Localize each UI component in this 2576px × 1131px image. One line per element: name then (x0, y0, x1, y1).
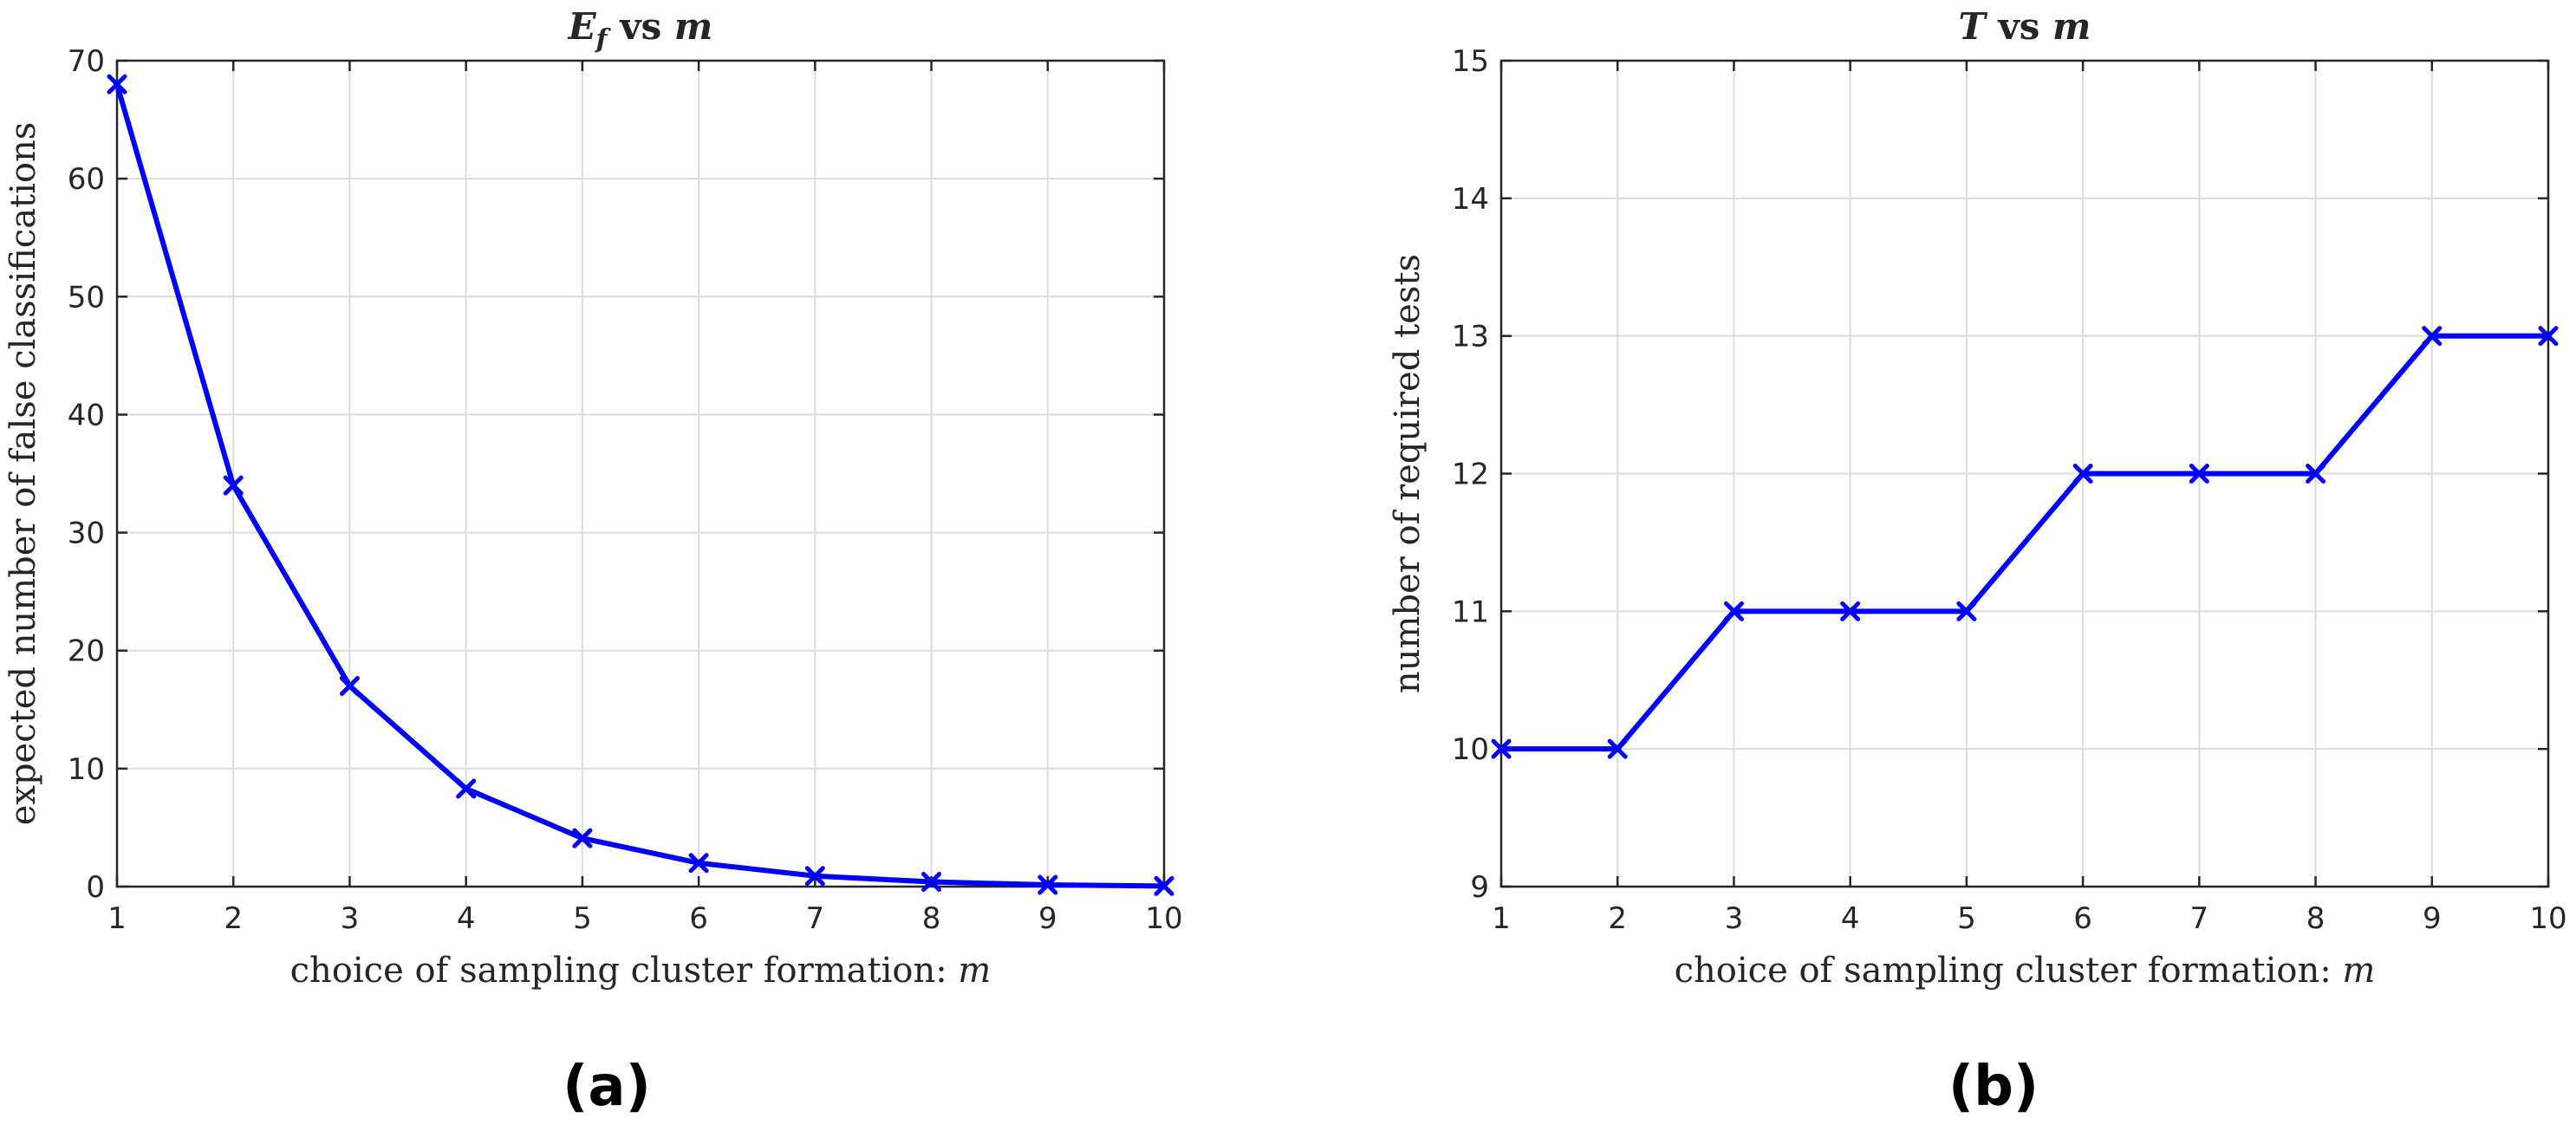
data-point-marker (572, 828, 593, 848)
x-tick-label: 10 (2529, 901, 2566, 936)
data-point-marker (2422, 326, 2443, 347)
marker-stroke (804, 866, 825, 887)
data-point-marker (1840, 601, 1861, 621)
panel-label: (a) (563, 1055, 651, 1119)
marker-stroke (2306, 464, 2326, 484)
x-axis-label-variable: m (2342, 951, 2375, 991)
y-tick-label: 50 (68, 280, 105, 315)
x-tick-label: 5 (573, 901, 592, 936)
x-tick-label: 7 (806, 901, 825, 936)
x-tick-label: 9 (1038, 901, 1057, 936)
marker-stroke (1491, 738, 1512, 759)
marker-stroke (572, 828, 593, 848)
marker-stroke (1607, 738, 1628, 759)
data-point-marker (804, 866, 825, 887)
y-tick-label: 11 (1452, 595, 1489, 629)
data-point-marker (456, 778, 477, 799)
y-tick-label: 10 (68, 752, 105, 787)
axes-box (115, 59, 1166, 888)
data-point-marker (339, 676, 360, 697)
title-text: vs (608, 5, 674, 48)
series-line (114, 83, 1165, 889)
title-variable: E (568, 5, 597, 48)
y-axis-label: number of required tests (1388, 254, 1428, 693)
x-tick-label: 3 (1725, 901, 1744, 936)
data-point-marker (1607, 738, 1628, 759)
y-tick-label: 20 (68, 634, 105, 669)
x-tick-label: 6 (2073, 901, 2092, 936)
data-point-marker (1956, 601, 1977, 621)
data-point-marker (2072, 464, 2093, 484)
data-point-marker (107, 74, 127, 94)
x-axis-label: choice of sampling cluster formation: m (1675, 951, 2376, 991)
marker-stroke (2189, 464, 2209, 484)
series-line (1501, 333, 2548, 752)
marker-stroke (2422, 326, 2443, 347)
data-point-marker (223, 475, 244, 496)
x-tick-label: 4 (1841, 901, 1860, 936)
marker-stroke (1956, 601, 1977, 621)
y-tick-label: 10 (1452, 732, 1489, 767)
marker-stroke (2072, 464, 2093, 484)
title-variable: T (1958, 5, 1987, 48)
x-tick-label: 5 (1957, 901, 1976, 936)
data-point-marker (1491, 738, 1512, 759)
title-variable: m (674, 5, 712, 48)
marker-stroke (1840, 601, 1861, 621)
marker-stroke (921, 872, 942, 893)
x-axis-label-variable: m (958, 951, 991, 991)
y-tick-label: 40 (68, 398, 105, 432)
x-tick-label: 2 (224, 901, 243, 936)
y-tick-label: 9 (1470, 870, 1489, 905)
y-tick-label: 12 (1452, 458, 1489, 492)
data-point-marker (688, 853, 709, 874)
chart-title: T vs m (1958, 5, 2091, 48)
x-tick-label: 8 (2306, 901, 2326, 936)
marker-stroke (1154, 875, 1174, 896)
marker-stroke (107, 74, 127, 94)
marker-stroke (223, 475, 244, 496)
x-tick-label: 8 (922, 901, 941, 936)
x-tick-label: 10 (1145, 901, 1182, 936)
x-tick-label: 4 (457, 901, 476, 936)
y-tick-label: 14 (1452, 182, 1489, 217)
data-point-marker (921, 872, 942, 893)
y-tick-label: 0 (86, 870, 105, 905)
x-axis-label: choice of sampling cluster formation: m (290, 951, 992, 991)
marker-stroke (688, 853, 709, 874)
marker-stroke (339, 676, 360, 697)
data-point-marker (1038, 874, 1058, 895)
x-tick-label: 7 (2190, 901, 2209, 936)
panel-label: (b) (1948, 1055, 2039, 1119)
y-tick-label: 70 (68, 44, 105, 79)
title-variable: m (2052, 5, 2091, 48)
x-tick-label: 1 (107, 901, 127, 936)
data-point-marker (2189, 464, 2209, 484)
x-tick-label: 9 (2423, 901, 2442, 936)
y-tick-label: 13 (1452, 320, 1489, 354)
marker-stroke (1038, 874, 1058, 895)
x-tick-label: 2 (1608, 901, 1627, 936)
y-tick-label: 30 (68, 517, 105, 551)
data-point-marker (2306, 464, 2326, 484)
x-tick-label: 6 (689, 901, 708, 936)
marker-stroke (1723, 601, 1744, 621)
title-text: vs (1986, 5, 2052, 48)
data-point-marker (1154, 875, 1174, 896)
marker-stroke (456, 778, 477, 799)
y-tick-label: 60 (68, 162, 105, 197)
y-tick-label: 15 (1452, 44, 1489, 79)
data-point-marker (2538, 326, 2559, 347)
y-axis-label: expected number of false classifications (3, 122, 43, 826)
x-tick-label: 3 (341, 901, 360, 936)
marker-stroke (2538, 326, 2559, 347)
chart-title: Ef vs m (568, 5, 713, 55)
x-tick-label: 1 (1492, 901, 1511, 936)
data-point-marker (1723, 601, 1744, 621)
x-axis-label-text: choice of sampling cluster formation: (290, 951, 959, 991)
x-axis-label-text: choice of sampling cluster formation: (1675, 951, 2343, 991)
chart-a: 1 2 3 4 5 6 7 8 9 10 0 10 20 30 40 50 60 70 Ef vs m choice … (3, 5, 1183, 1119)
